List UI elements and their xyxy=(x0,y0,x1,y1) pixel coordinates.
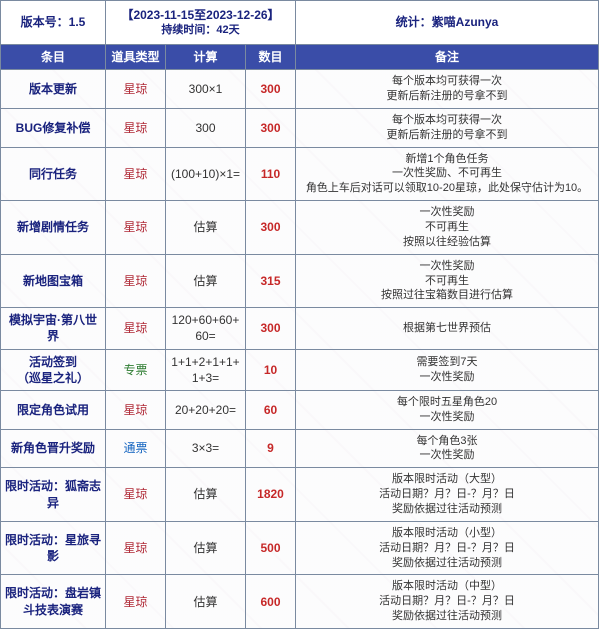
table-row: 新角色晋升奖励通票3×3=9每个角色3张一次性奖励 xyxy=(1,429,599,468)
table-row: 限定角色试用星琼20+20+20=60每个限时五星角色20一次性奖励 xyxy=(1,390,599,429)
row-remark: 版本限时活动（大型）活动日期？月？日-？月？日奖励依据过往活动预测 xyxy=(296,468,599,522)
row-remark: 根据第七世界预估 xyxy=(296,308,599,349)
row-item-type: 星琼 xyxy=(106,147,166,201)
col-calc: 计算 xyxy=(166,45,246,70)
row-remark: 新增1个角色任务一次性奖励、不可再生角色上车后对话可以领取10-20星琼，此处保… xyxy=(296,147,599,201)
row-calc: 估算 xyxy=(166,521,246,575)
table-row: 限时活动：狐斋志异星琼估算1820版本限时活动（大型）活动日期？月？日-？月？日… xyxy=(1,468,599,522)
row-remark: 每个版本均可获得一次更新后新注册的号拿不到 xyxy=(296,108,599,147)
row-item-type: 星琼 xyxy=(106,308,166,349)
table-row: BUG修复补偿星琼300300每个版本均可获得一次更新后新注册的号拿不到 xyxy=(1,108,599,147)
row-item-type: 通票 xyxy=(106,429,166,468)
row-count: 10 xyxy=(246,349,296,390)
version-cell: 版本号：1.5 xyxy=(1,1,106,45)
row-count: 300 xyxy=(246,308,296,349)
row-count: 300 xyxy=(246,108,296,147)
row-name: BUG修复补偿 xyxy=(1,108,106,147)
row-item-type: 星琼 xyxy=(106,70,166,109)
row-calc: 估算 xyxy=(166,254,246,308)
row-count: 300 xyxy=(246,201,296,255)
row-remark: 一次性奖励不可再生按照过往宝箱数目进行估算 xyxy=(296,254,599,308)
row-calc: 估算 xyxy=(166,201,246,255)
row-remark: 每个限时五星角色20一次性奖励 xyxy=(296,390,599,429)
col-count: 数目 xyxy=(246,45,296,70)
row-calc: 1+1+2+1+1+1+3= xyxy=(166,349,246,390)
row-calc: 300 xyxy=(166,108,246,147)
row-name: 模拟宇宙·第八世界 xyxy=(1,308,106,349)
row-item-type: 星琼 xyxy=(106,468,166,522)
table-row: 同行任务星琼(100+10)×1=110新增1个角色任务一次性奖励、不可再生角色… xyxy=(1,147,599,201)
row-item-type: 星琼 xyxy=(106,254,166,308)
row-calc: 3×3= xyxy=(166,429,246,468)
row-count: 60 xyxy=(246,390,296,429)
row-count: 1820 xyxy=(246,468,296,522)
stats-cell: 统计：紫喵Azunya xyxy=(296,1,599,45)
row-item-type: 星琼 xyxy=(106,201,166,255)
main-table: 版本号：1.5 【2023-11-15至2023-12-26】 持续时间：42天… xyxy=(0,0,599,629)
table-row: 限时活动：盘岩镇斗技表演赛星琼估算600版本限时活动（中型）活动日期？月？日-？… xyxy=(1,575,599,629)
row-calc: 估算 xyxy=(166,468,246,522)
row-item-type: 星琼 xyxy=(106,108,166,147)
row-name: 新角色晋升奖励 xyxy=(1,429,106,468)
row-name: 新增剧情任务 xyxy=(1,201,106,255)
row-name: 限定角色试用 xyxy=(1,390,106,429)
table-row: 版本更新星琼300×1300每个版本均可获得一次更新后新注册的号拿不到 xyxy=(1,70,599,109)
table-row: 限时活动：星旅寻影星琼估算500版本限时活动（小型）活动日期？月？日-？月？日奖… xyxy=(1,521,599,575)
table-row: 新增剧情任务星琼估算300一次性奖励不可再生按照以往经验估算 xyxy=(1,201,599,255)
duration-text: 持续时间：42天 xyxy=(110,23,291,38)
row-name: 同行任务 xyxy=(1,147,106,201)
col-remark: 备注 xyxy=(296,45,599,70)
row-remark: 版本限时活动（中型）活动日期？月？日-？月？日奖励依据过往活动预测 xyxy=(296,575,599,629)
row-calc: (100+10)×1= xyxy=(166,147,246,201)
row-name: 限时活动：盘岩镇斗技表演赛 xyxy=(1,575,106,629)
row-name: 版本更新 xyxy=(1,70,106,109)
page-wrapper: { "layout": { "widths_px": [105, 60, 80,… xyxy=(0,0,599,629)
col-item: 道具类型 xyxy=(106,45,166,70)
table-row: 活动签到（巡星之礼）专票1+1+2+1+1+1+3=10需要签到7天一次性奖励 xyxy=(1,349,599,390)
row-calc: 120+60+60+60= xyxy=(166,308,246,349)
row-count: 315 xyxy=(246,254,296,308)
row-item-type: 星琼 xyxy=(106,521,166,575)
row-item-type: 星琼 xyxy=(106,390,166,429)
row-name: 限时活动：星旅寻影 xyxy=(1,521,106,575)
date-range: 【2023-11-15至2023-12-26】 xyxy=(121,8,279,22)
row-count: 600 xyxy=(246,575,296,629)
table-row: 模拟宇宙·第八世界星琼120+60+60+60=300根据第七世界预估 xyxy=(1,308,599,349)
row-remark: 一次性奖励不可再生按照以往经验估算 xyxy=(296,201,599,255)
table-body: 版本更新星琼300×1300每个版本均可获得一次更新后新注册的号拿不到BUG修复… xyxy=(1,70,599,629)
row-calc: 300×1 xyxy=(166,70,246,109)
row-remark: 需要签到7天一次性奖励 xyxy=(296,349,599,390)
row-name: 活动签到（巡星之礼） xyxy=(1,349,106,390)
row-remark: 每个角色3张一次性奖励 xyxy=(296,429,599,468)
table-row: 新地图宝箱星琼估算315一次性奖励不可再生按照过往宝箱数目进行估算 xyxy=(1,254,599,308)
row-item-type: 星琼 xyxy=(106,575,166,629)
row-item-type: 专票 xyxy=(106,349,166,390)
row-calc: 20+20+20= xyxy=(166,390,246,429)
column-header-row: 条目 道具类型 计算 数目 备注 xyxy=(1,45,599,70)
row-calc: 估算 xyxy=(166,575,246,629)
row-name: 限时活动：狐斋志异 xyxy=(1,468,106,522)
row-remark: 版本限时活动（小型）活动日期？月？日-？月？日奖励依据过往活动预测 xyxy=(296,521,599,575)
row-count: 500 xyxy=(246,521,296,575)
row-count: 300 xyxy=(246,70,296,109)
row-count: 9 xyxy=(246,429,296,468)
row-remark: 每个版本均可获得一次更新后新注册的号拿不到 xyxy=(296,70,599,109)
row-name: 新地图宝箱 xyxy=(1,254,106,308)
row-count: 110 xyxy=(246,147,296,201)
col-entry: 条目 xyxy=(1,45,106,70)
date-cell: 【2023-11-15至2023-12-26】 持续时间：42天 xyxy=(106,1,296,45)
top-header: 版本号：1.5 【2023-11-15至2023-12-26】 持续时间：42天… xyxy=(1,1,599,45)
